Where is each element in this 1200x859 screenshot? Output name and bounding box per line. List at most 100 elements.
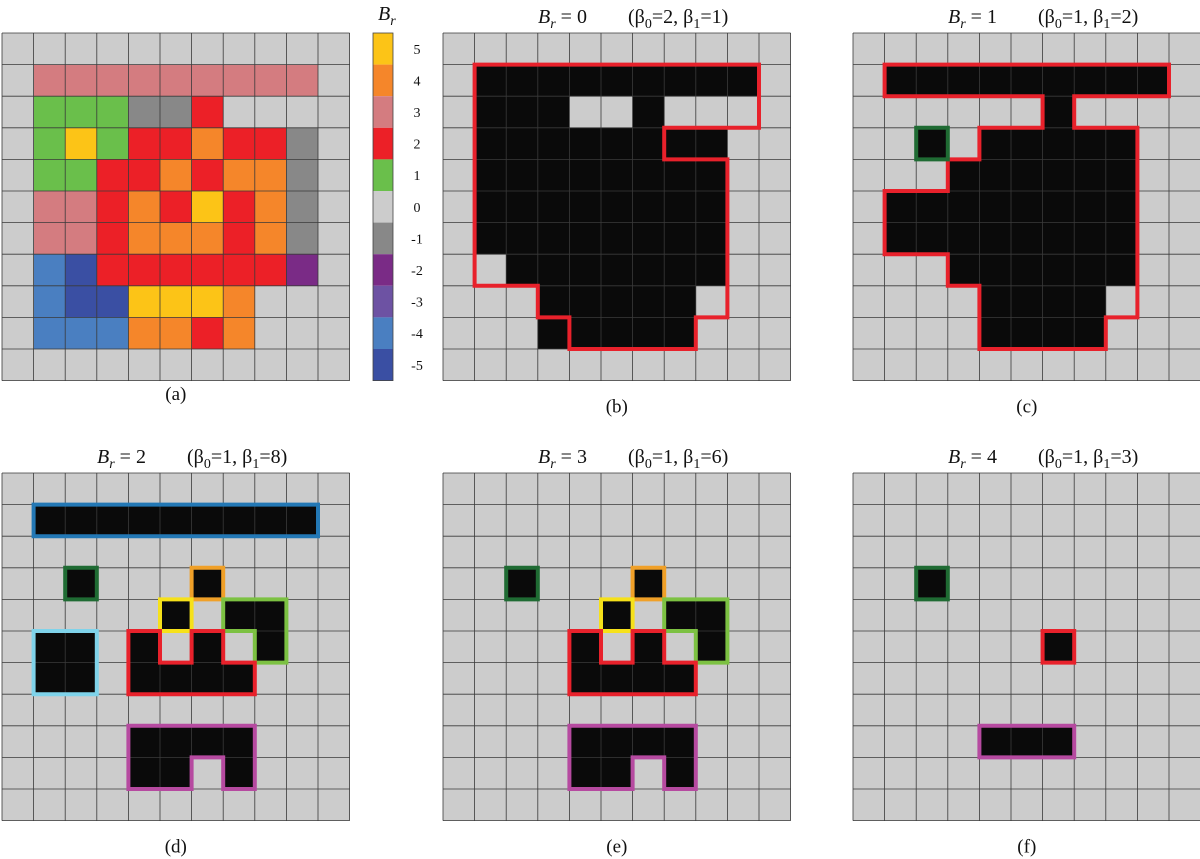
filled-cell [632, 285, 665, 318]
heatmap-cell [318, 285, 350, 318]
empty-cell [759, 536, 791, 568]
empty-cell [1169, 473, 1200, 505]
heatmap-cell [318, 64, 350, 97]
empty-cell [286, 567, 318, 600]
empty-cell [506, 536, 538, 568]
empty-cell [2, 789, 34, 821]
empty-cell [695, 789, 728, 821]
heatmap-cell [2, 254, 34, 286]
br-value: 2 [136, 446, 146, 468]
empty-cell [601, 694, 633, 726]
heatmap-cell [286, 349, 318, 381]
heatmap-cell [33, 222, 66, 255]
filled-cell [1011, 317, 1043, 349]
empty-cell [916, 33, 948, 65]
filled-cell [695, 222, 728, 255]
empty-cell [853, 254, 885, 286]
heatmap-cell [318, 33, 350, 65]
empty-cell [916, 254, 948, 286]
empty-cell [569, 349, 601, 381]
empty-cell [254, 789, 287, 821]
heatmap-cell [191, 159, 224, 191]
empty-cell [474, 789, 507, 821]
empty-cell [916, 694, 948, 726]
empty-cell [916, 599, 948, 631]
filled-cell [695, 254, 728, 286]
filled-cell [1042, 254, 1075, 286]
filled-cell [601, 285, 633, 318]
empty-cell [759, 631, 791, 663]
empty-cell [853, 631, 885, 663]
empty-cell [254, 473, 287, 505]
empty-cell [443, 222, 475, 255]
filled-cell [537, 285, 570, 318]
filled-cell [632, 631, 665, 663]
empty-cell [160, 694, 192, 726]
empty-cell [2, 536, 34, 568]
betti-text: (β [1038, 6, 1055, 28]
filled-cell [254, 631, 287, 663]
empty-cell [33, 757, 66, 789]
empty-cell [1105, 757, 1138, 789]
filled-cell [506, 96, 538, 128]
empty-cell [286, 694, 318, 726]
empty-cell [569, 567, 601, 600]
empty-cell [286, 757, 318, 789]
filled-cell [1105, 127, 1138, 160]
empty-cell [254, 536, 287, 568]
empty-cell [223, 567, 255, 600]
empty-cell [1074, 631, 1106, 663]
empty-cell [474, 285, 507, 318]
empty-cell [160, 567, 192, 600]
betti-text: = [700, 6, 711, 28]
empty-cell [1011, 349, 1043, 381]
filled-cell [664, 159, 696, 191]
filled-cell [601, 757, 633, 789]
component-outline [567, 629, 698, 697]
empty-cell [601, 33, 633, 65]
empty-cell [2, 694, 34, 726]
empty-cell [443, 127, 475, 160]
empty-cell [254, 567, 287, 600]
filled-cell [1042, 222, 1075, 255]
colorbar-tick-label: -1 [411, 232, 423, 247]
filled-cell [979, 254, 1011, 286]
heatmap-cell [96, 33, 129, 65]
empty-cell [33, 599, 66, 631]
empty-cell [223, 694, 255, 726]
empty-cell [947, 757, 980, 789]
filled-cell [979, 317, 1011, 349]
empty-cell [443, 159, 475, 191]
empty-cell [474, 473, 507, 505]
empty-cell [1011, 694, 1043, 726]
filled-cell [601, 159, 633, 191]
heatmap-cell [96, 285, 129, 318]
heatmap-cell [96, 127, 129, 160]
heatmap-cell [96, 159, 129, 191]
empty-cell [443, 757, 475, 789]
empty-cell [727, 33, 759, 65]
colorbar-tick-label: 1 [414, 169, 421, 184]
empty-cell [979, 33, 1011, 65]
empty-cell [474, 567, 507, 600]
betti-subscript: 0 [645, 17, 652, 32]
heatmap-cell [33, 191, 66, 223]
empty-cell [443, 599, 475, 631]
heatmap-cell [191, 127, 224, 160]
br-equals: = [966, 446, 987, 468]
betti-subscript: 1 [693, 457, 700, 472]
empty-cell [474, 662, 507, 695]
empty-cell [695, 504, 728, 537]
filled-cell [1011, 127, 1043, 160]
empty-cell [1169, 567, 1200, 600]
empty-cell [759, 725, 791, 758]
empty-cell [96, 789, 129, 821]
empty-cell [947, 599, 980, 631]
heatmap-cell [286, 317, 318, 349]
empty-cell [853, 789, 885, 821]
filled-cell [979, 64, 1011, 97]
betti-subscript: 1 [693, 17, 700, 32]
filled-cell [506, 567, 538, 600]
empty-cell [318, 473, 350, 505]
empty-cell [33, 473, 66, 505]
